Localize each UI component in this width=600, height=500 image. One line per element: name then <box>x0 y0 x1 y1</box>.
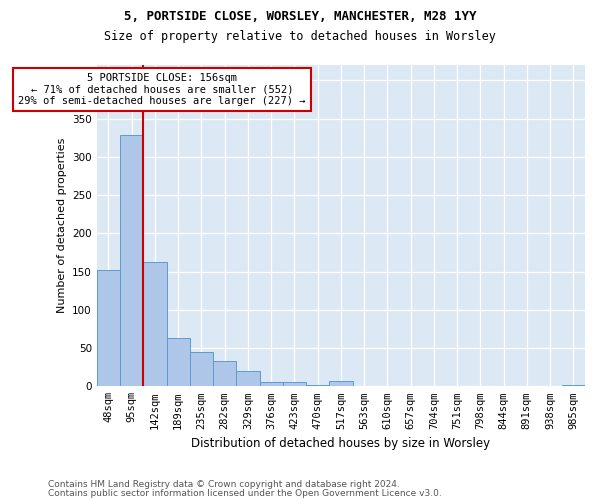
Bar <box>143 262 167 386</box>
Bar <box>120 136 143 386</box>
Bar <box>236 371 260 386</box>
Text: 5, PORTSIDE CLOSE, WORSLEY, MANCHESTER, M28 1YY: 5, PORTSIDE CLOSE, WORSLEY, MANCHESTER, … <box>124 10 476 23</box>
Text: 5 PORTSIDE CLOSE: 156sqm
← 71% of detached houses are smaller (552)
29% of semi-: 5 PORTSIDE CLOSE: 156sqm ← 71% of detach… <box>18 73 305 106</box>
Text: Size of property relative to detached houses in Worsley: Size of property relative to detached ho… <box>104 30 496 43</box>
X-axis label: Distribution of detached houses by size in Worsley: Distribution of detached houses by size … <box>191 437 490 450</box>
Bar <box>213 361 236 386</box>
Text: Contains public sector information licensed under the Open Government Licence v3: Contains public sector information licen… <box>48 488 442 498</box>
Bar <box>306 385 329 386</box>
Bar <box>190 352 213 386</box>
Text: Contains HM Land Registry data © Crown copyright and database right 2024.: Contains HM Land Registry data © Crown c… <box>48 480 400 489</box>
Bar <box>167 338 190 386</box>
Bar <box>562 385 585 386</box>
Bar <box>97 270 120 386</box>
Y-axis label: Number of detached properties: Number of detached properties <box>56 138 67 314</box>
Bar <box>283 382 306 386</box>
Bar <box>260 382 283 386</box>
Bar <box>329 381 353 386</box>
